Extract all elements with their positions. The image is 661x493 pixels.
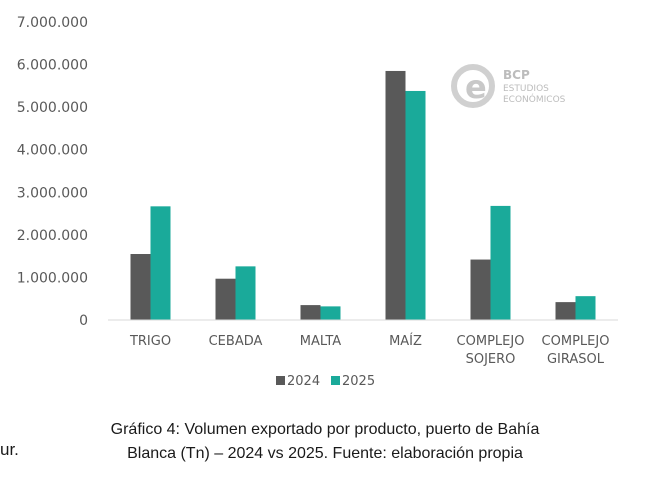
legend-label-2025: 2025 xyxy=(342,374,375,389)
y-tick-label: 2.000.000 xyxy=(17,228,88,244)
x-tick-label-line: COMPLEJO xyxy=(457,334,525,349)
body-text-fragment: ur. xyxy=(0,440,19,459)
y-tick-label: 7.000.000 xyxy=(17,15,88,31)
logo-line-3: ECONÓMICOS xyxy=(503,93,566,105)
bar-2025 xyxy=(575,296,596,320)
x-tick-label-line: COMPLEJO xyxy=(542,334,610,349)
logo-line-2: ESTUDIOS xyxy=(503,84,549,94)
x-axis: TRIGO CEBADA MALTA MAÍZ COMPLEJO SOJEROCOMPLE… xyxy=(129,333,610,367)
caption-line-2: Blanca (Tn) – 2024 vs 2025. Fuente: elab… xyxy=(127,445,523,462)
bar-2025 xyxy=(320,306,341,320)
bcp-logo: e BCP ESTUDIOS ECONÓMICOS xyxy=(451,64,566,108)
x-tick-label: MALTA xyxy=(300,334,341,349)
legend: 2024 2025 xyxy=(276,374,375,389)
y-axis: 0 1.000.000 2.000.000 3.000.000 4.000.000 5.0… xyxy=(17,15,88,329)
bar-2025 xyxy=(150,206,171,320)
x-tick-label: MAÍZ xyxy=(389,333,422,349)
bar-2024 xyxy=(300,305,321,320)
bar-2024 xyxy=(215,278,236,320)
x-tick-label: COMPLEJO GIRASOL xyxy=(542,334,610,367)
logo-mark: e xyxy=(465,68,487,106)
y-tick-label: 3.000.000 xyxy=(17,185,88,201)
x-tick-label: COMPLEJO SOJERO xyxy=(457,334,525,367)
bars xyxy=(130,70,596,320)
x-tick-label: CEBADA xyxy=(209,334,263,349)
bar-2024 xyxy=(130,254,151,320)
bar-2024 xyxy=(470,259,491,320)
chart-area: e BCP ESTUDIOS ECONÓMICOS 0 1.000.000 2.00… xyxy=(17,15,618,389)
bar-2025 xyxy=(235,266,256,320)
bar-2025 xyxy=(405,90,426,320)
legend-label-2024: 2024 xyxy=(287,374,320,389)
y-tick-label: 1.000.000 xyxy=(17,270,88,286)
x-tick-label-line: MAÍZ xyxy=(389,333,422,349)
logo-mark-circle xyxy=(451,64,495,108)
x-tick-label: TRIGO xyxy=(129,334,171,349)
x-tick-label-line: CEBADA xyxy=(209,334,263,349)
bar-2024 xyxy=(385,70,406,320)
bar-chart: e BCP ESTUDIOS ECONÓMICOS 0 1.000.000 2.00… xyxy=(17,15,618,389)
x-tick-label-line: MALTA xyxy=(300,334,341,349)
caption-line-1: Gráfico 4: Volumen exportado por product… xyxy=(110,421,540,438)
legend-swatch-2024 xyxy=(276,376,285,385)
bar-2024 xyxy=(555,302,576,320)
y-tick-label: 0 xyxy=(79,313,88,329)
logo-line-1: BCP xyxy=(503,68,530,82)
x-tick-label-line: GIRASOL xyxy=(547,352,605,367)
x-tick-label-line: TRIGO xyxy=(129,334,171,349)
y-tick-label: 4.000.000 xyxy=(17,143,88,159)
bar-2025 xyxy=(490,205,511,320)
legend-swatch-2025 xyxy=(331,376,340,385)
x-tick-label-line: SOJERO xyxy=(466,352,516,367)
y-tick-label: 6.000.000 xyxy=(17,58,88,74)
figure-caption: Gráfico 4: Volumen exportado por product… xyxy=(60,418,590,466)
y-tick-label: 5.000.000 xyxy=(17,100,88,116)
